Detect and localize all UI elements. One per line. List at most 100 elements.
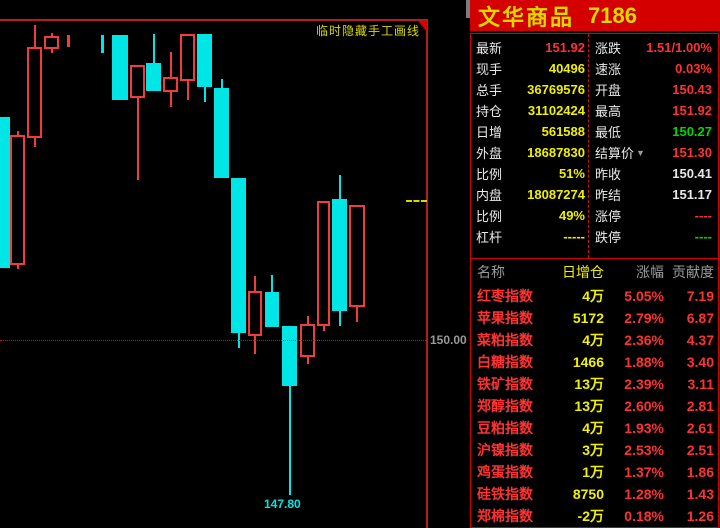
cell-change: 1.28% bbox=[624, 486, 664, 502]
candle-wick bbox=[288, 326, 291, 495]
table-row[interactable]: 郑棉指数 -2万 0.18% 1.26 bbox=[471, 505, 718, 527]
quote-value: 40496 bbox=[548, 61, 585, 76]
quote-row: 比例 49% 涨停 ---- bbox=[471, 205, 718, 226]
cell-increase: 3万 bbox=[582, 442, 604, 458]
cell-increase: 8750 bbox=[572, 486, 604, 502]
cell-name: 红枣指数 bbox=[477, 288, 533, 304]
quote-value: 1.51/1.00% bbox=[646, 40, 712, 55]
cell-increase: 4万 bbox=[582, 288, 604, 304]
table-row[interactable]: 苹果指数 5172 2.79% 6.87 bbox=[471, 307, 718, 329]
quote-row: 杠杆 ----- 跌停 ---- bbox=[471, 226, 718, 247]
cell-name: 郑醇指数 bbox=[477, 398, 533, 414]
table-header-cell[interactable]: 日增仓 bbox=[562, 264, 604, 280]
panel-body: 最新 151.92 涨跌 1.51/1.00% 现手 40496 速涨 0.03% 总手 3676… bbox=[470, 33, 719, 528]
cell-contribution: 1.86 bbox=[686, 464, 714, 480]
quote-label: 最新 bbox=[476, 41, 503, 56]
quote-row: 现手 40496 速涨 0.03% bbox=[471, 58, 718, 79]
cell-change: 5.05% bbox=[624, 288, 664, 304]
table-divider bbox=[471, 258, 718, 259]
quote-row: 内盘 18087274 昨结 151.17 bbox=[471, 184, 718, 205]
cell-change: 2.36% bbox=[624, 332, 664, 348]
quote-value: 150.41 bbox=[672, 166, 712, 181]
quote-label: 比例 bbox=[476, 167, 503, 182]
quote-label: 总手 bbox=[476, 83, 503, 98]
candle bbox=[332, 199, 347, 311]
chart-area[interactable]: 临时隐藏手工画线 150.00 147.80 bbox=[0, 0, 470, 528]
contribution-table: 名称 日增仓 涨幅 贡献度红枣指数 4万 5.05% 7.19 苹果指数 5172 2.79% 6.… bbox=[471, 259, 718, 527]
quote-label: 杠杆 bbox=[476, 230, 503, 245]
quote-row: 持仓 31102424 最高 151.92 bbox=[471, 100, 718, 121]
cell-change: 0.18% bbox=[624, 508, 664, 524]
cell-change: 2.39% bbox=[624, 376, 664, 392]
cell-increase: 13万 bbox=[574, 376, 604, 392]
candle bbox=[112, 35, 128, 100]
quote-row: 总手 36769576 开盘 150.43 bbox=[471, 79, 718, 100]
settlement-dropdown-icon[interactable]: ▼ bbox=[636, 147, 645, 158]
candle bbox=[27, 47, 42, 138]
quote-value: 18687830 bbox=[527, 145, 585, 160]
candle bbox=[317, 201, 330, 326]
quote-row: 最新 151.92 涨跌 1.51/1.00% bbox=[471, 37, 718, 58]
candle-wick bbox=[136, 65, 139, 180]
cell-contribution: 1.43 bbox=[686, 486, 714, 502]
cell-contribution: 2.61 bbox=[686, 420, 714, 436]
quote-label: 最低 bbox=[595, 125, 622, 140]
cell-change: 1.37% bbox=[624, 464, 664, 480]
table-row[interactable]: 沪镍指数 3万 2.53% 2.51 bbox=[471, 439, 718, 461]
quote-value: 49% bbox=[558, 208, 585, 223]
cell-contribution: 3.40 bbox=[686, 354, 714, 370]
price-level-line bbox=[0, 340, 426, 341]
cell-increase: 4万 bbox=[582, 420, 604, 436]
candle bbox=[130, 65, 145, 98]
cell-name: 铁矿指数 bbox=[477, 376, 533, 392]
cell-name: 白糖指数 bbox=[477, 354, 533, 370]
quote-value: ----- bbox=[563, 229, 585, 244]
quote-label: 速涨 bbox=[595, 62, 622, 77]
quote-label: 比例 bbox=[476, 209, 503, 224]
cell-name: 苹果指数 bbox=[477, 310, 533, 326]
table-row[interactable]: 铁矿指数 13万 2.39% 3.11 bbox=[471, 373, 718, 395]
splitter-handle[interactable] bbox=[466, 0, 470, 18]
cell-change: 1.93% bbox=[624, 420, 664, 436]
table-row[interactable]: 鸡蛋指数 1万 1.37% 1.86 bbox=[471, 461, 718, 483]
quote-value: 36769576 bbox=[527, 82, 585, 97]
candle bbox=[180, 34, 195, 81]
quote-value: 150.43 bbox=[672, 82, 712, 97]
table-row[interactable]: 豆粕指数 4万 1.93% 2.61 bbox=[471, 417, 718, 439]
panel-header: 文华商品 7186 bbox=[470, 0, 720, 31]
quote-value: 151.30 bbox=[672, 145, 712, 160]
candle bbox=[101, 35, 104, 53]
candle bbox=[282, 326, 297, 386]
cell-contribution: 6.87 bbox=[686, 310, 714, 326]
chart-border-top bbox=[0, 19, 427, 21]
table-row[interactable]: 菜粕指数 4万 2.36% 4.37 bbox=[471, 329, 718, 351]
quote-value: 0.03% bbox=[675, 61, 712, 76]
cell-name: 硅铁指数 bbox=[477, 486, 533, 502]
table-row[interactable]: 白糖指数 1466 1.88% 3.40 bbox=[471, 351, 718, 373]
quote-row: 比例 51% 昨收 150.41 bbox=[471, 163, 718, 184]
table-header-cell[interactable]: 涨幅 bbox=[636, 264, 664, 280]
candle bbox=[231, 178, 246, 333]
hide-drawing-label[interactable]: 临时隐藏手工画线 bbox=[315, 24, 420, 38]
candle bbox=[248, 291, 262, 336]
candle bbox=[349, 205, 365, 307]
cell-increase: 4万 bbox=[582, 332, 604, 348]
cell-contribution: 7.19 bbox=[686, 288, 714, 304]
candle bbox=[146, 63, 161, 91]
candle bbox=[67, 35, 70, 47]
quote-grid: 最新 151.92 涨跌 1.51/1.00% 现手 40496 速涨 0.03% 总手 3676… bbox=[471, 34, 718, 258]
table-header-cell[interactable]: 名称 bbox=[477, 264, 505, 280]
candlestick-chart[interactable] bbox=[0, 0, 427, 528]
table-row[interactable]: 红枣指数 4万 5.05% 7.19 bbox=[471, 285, 718, 307]
quote-value: 18087274 bbox=[527, 187, 585, 202]
cell-name: 郑棉指数 bbox=[477, 508, 533, 524]
table-header-cell[interactable]: 贡献度 bbox=[672, 264, 714, 280]
quote-label: 现手 bbox=[476, 62, 503, 77]
quote-label: 涨跌 bbox=[595, 41, 622, 56]
candle bbox=[0, 117, 10, 268]
quote-value: 151.92 bbox=[672, 103, 712, 118]
quote-divider bbox=[588, 34, 589, 258]
table-row[interactable]: 郑醇指数 13万 2.60% 2.81 bbox=[471, 395, 718, 417]
quote-label: 涨停 bbox=[595, 209, 622, 224]
table-row[interactable]: 硅铁指数 8750 1.28% 1.43 bbox=[471, 483, 718, 505]
